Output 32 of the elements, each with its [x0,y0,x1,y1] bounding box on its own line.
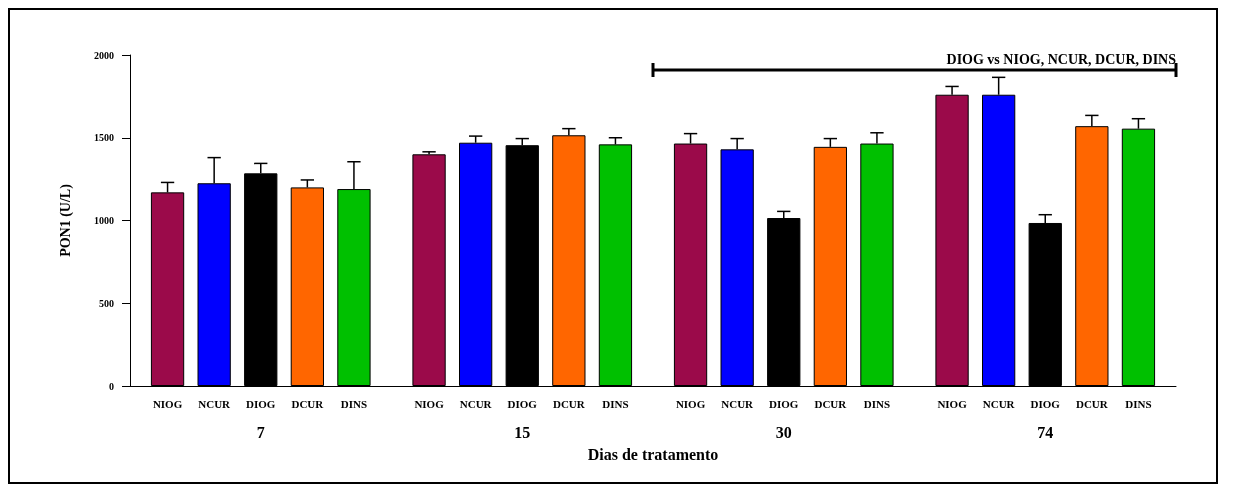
x-tick-label: 15 [514,423,531,441]
y-axis-title: PON1 (U/L) [57,183,74,257]
series-label: DCUR [291,397,325,410]
x-axis-title: Dias de tratamento [587,445,719,463]
text: DINS [1125,397,1152,410]
text: DIOG [507,397,537,410]
text: NCUR [459,397,492,410]
text: NIOG [414,397,444,410]
text: NIOG [675,397,706,410]
series-label: NIOG [152,397,183,410]
text: DINS [863,397,891,410]
y-tick-label: 2000 [94,49,114,61]
text: DIOG [1030,397,1060,410]
y-tick-label: 1000 [94,215,114,226]
series-label: DIOG [246,397,276,410]
text: NCUR [982,397,1015,410]
y-tick-label: 1500 [94,132,114,144]
y-tick-label: 0 [109,380,114,392]
text: NCUR [721,397,754,410]
x-tick-label: 7 [256,423,265,441]
text: DIOG [769,397,799,410]
x-tick-label: 74 [1037,423,1054,441]
y-tick-label: 500 [99,297,114,309]
text: DINS [602,397,629,410]
text: DCUR [552,397,585,410]
series-label: DINS [340,397,368,410]
text: DCUR [1075,397,1108,410]
annotation: DIOG vs NIOG, NCUR, DCUR, DINS [946,51,1177,67]
series-label: NCUR [198,397,232,410]
text: DCUR [814,397,847,410]
x-tick-label: 30 [775,423,792,441]
text: NIOG [937,397,967,410]
